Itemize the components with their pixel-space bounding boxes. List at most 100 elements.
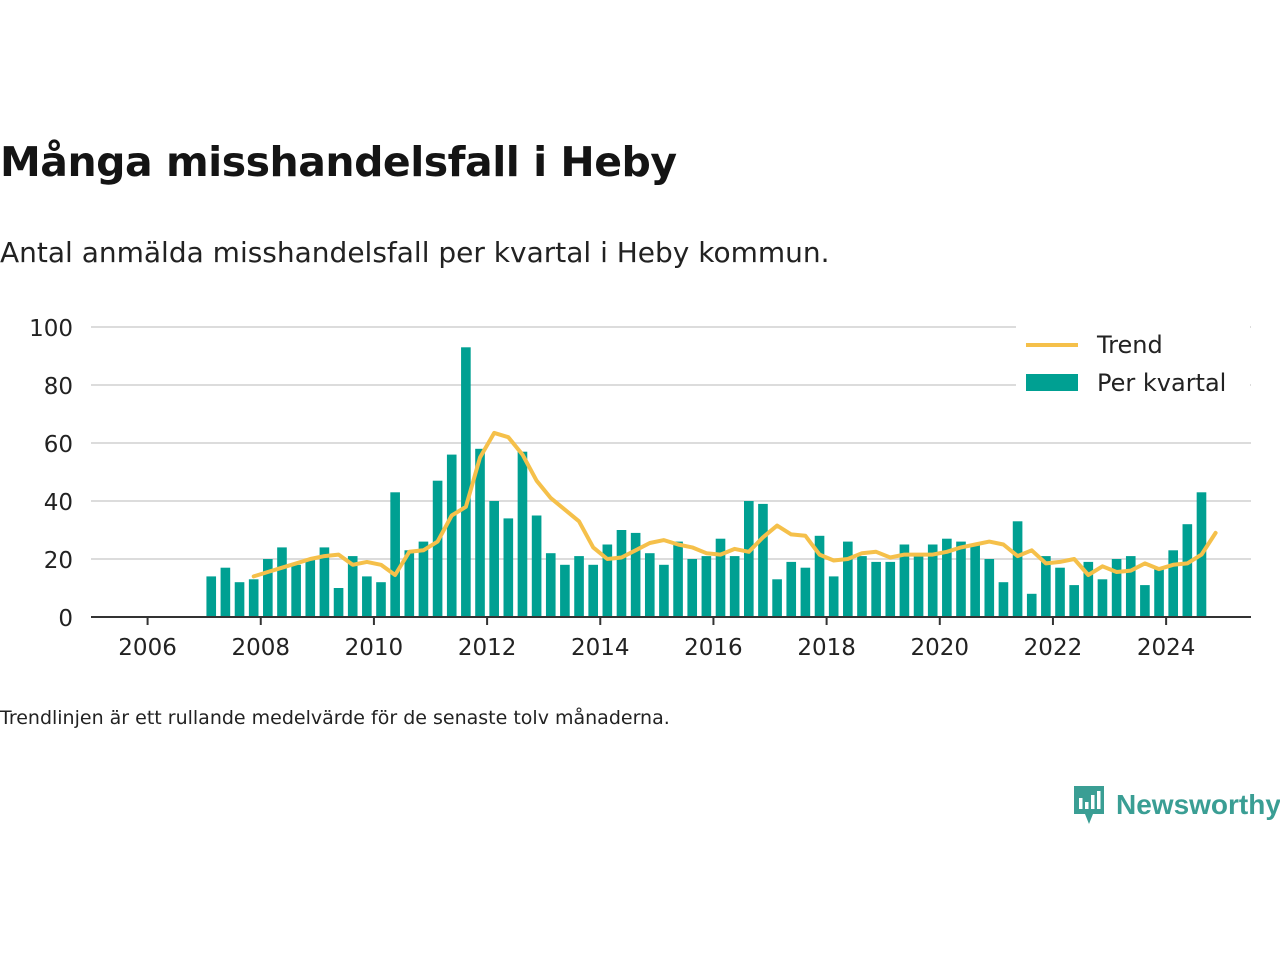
y-tick-label: 100 [29, 316, 73, 342]
bar [786, 561, 797, 617]
x-tick-label: 2022 [1024, 635, 1083, 661]
bar [630, 532, 641, 617]
bar [1125, 556, 1136, 617]
y-tick-label: 60 [44, 432, 73, 458]
bar [1083, 561, 1094, 617]
y-tick-label: 20 [44, 548, 73, 574]
bar [729, 556, 740, 617]
bar [758, 503, 768, 617]
bar [418, 541, 429, 617]
bar-series [206, 347, 1207, 617]
bar [277, 547, 287, 617]
bar [1026, 593, 1037, 617]
bar [489, 501, 499, 617]
legend: Trend Per kvartal [1016, 326, 1250, 404]
bar [616, 530, 627, 617]
bar [432, 480, 443, 617]
bar [715, 538, 726, 617]
bar [998, 582, 1009, 617]
bar [913, 556, 924, 617]
bar [602, 544, 613, 617]
bar [1111, 559, 1122, 617]
x-tick-label: 2014 [571, 635, 630, 661]
legend-bar-swatch [1026, 374, 1078, 391]
bar [1168, 550, 1179, 617]
newsworthy-logo-icon [1074, 786, 1104, 824]
bar [574, 556, 584, 617]
bar [927, 544, 938, 617]
newsworthy-logo-text: Newsworthy [1116, 789, 1280, 820]
bar [446, 454, 457, 617]
bar [956, 541, 966, 617]
y-tick-label: 40 [44, 490, 73, 516]
bar [687, 559, 698, 617]
x-tick-label: 2024 [1137, 635, 1196, 661]
bar [1041, 556, 1051, 617]
bar [291, 564, 301, 617]
bar [234, 582, 245, 617]
bar [828, 576, 839, 617]
trend-line [251, 430, 1218, 579]
footnote: Trendlinjen är ett rullande medelvärde f… [0, 707, 670, 729]
bar [1069, 585, 1079, 617]
bar [800, 567, 811, 617]
x-tick-label: 2018 [797, 635, 856, 661]
bar [319, 547, 330, 617]
bar [885, 561, 896, 617]
bar [560, 564, 570, 617]
bar [263, 559, 273, 617]
bar [899, 544, 910, 617]
legend-bar-label: Per kvartal [1097, 369, 1226, 397]
bar [333, 588, 344, 617]
bar [644, 553, 655, 617]
bar [220, 567, 231, 617]
chart-area: 0 20 40 60 80 100 2006 2008 2010 2012 2014 2016 201… [29, 316, 1251, 661]
bar [1055, 567, 1065, 617]
bar [1097, 579, 1108, 617]
bar [673, 541, 683, 617]
x-tick-label: 2010 [345, 635, 404, 661]
bar [659, 564, 669, 617]
bar [1182, 524, 1193, 617]
bar [347, 556, 358, 617]
bar [814, 535, 825, 617]
x-tick-label: 2012 [458, 635, 517, 661]
bar [362, 576, 372, 617]
chart-title: Många misshandelsfall i Heby [0, 138, 677, 186]
chart-subtitle: Antal anmälda misshandelsfall per kvarta… [0, 236, 830, 269]
bar [772, 579, 782, 617]
bar [517, 451, 528, 617]
bar [461, 347, 471, 617]
bar [1154, 567, 1164, 617]
bar [701, 556, 712, 617]
y-axis-labels: 0 20 40 60 80 100 [29, 316, 73, 632]
bar [857, 556, 867, 617]
bar [743, 501, 754, 617]
bar [404, 550, 415, 617]
bar [531, 515, 542, 617]
bar [1012, 521, 1023, 617]
bar [843, 541, 853, 617]
bar [475, 448, 485, 617]
bar [1140, 585, 1150, 617]
bar [970, 544, 980, 617]
legend-trend-label: Trend [1096, 331, 1163, 359]
bar [871, 561, 881, 617]
x-tick-label: 2016 [684, 635, 743, 661]
x-tick-label: 2008 [231, 635, 290, 661]
bar [248, 579, 259, 617]
x-tick-label: 2006 [118, 635, 177, 661]
bar [588, 564, 599, 617]
x-tick-label: 2020 [911, 635, 970, 661]
bar [545, 553, 556, 617]
bar [503, 518, 514, 617]
newsworthy-logo: Newsworthy [1072, 784, 1280, 826]
bar [984, 559, 995, 617]
y-tick-label: 80 [44, 374, 73, 400]
y-tick-label: 0 [58, 606, 73, 632]
x-axis: 2006 2008 2010 2012 2014 2016 2018 2020 2022 2024 [91, 616, 1251, 661]
bar [942, 538, 952, 617]
bar [305, 559, 316, 617]
bar [390, 492, 400, 617]
bar [376, 582, 386, 617]
